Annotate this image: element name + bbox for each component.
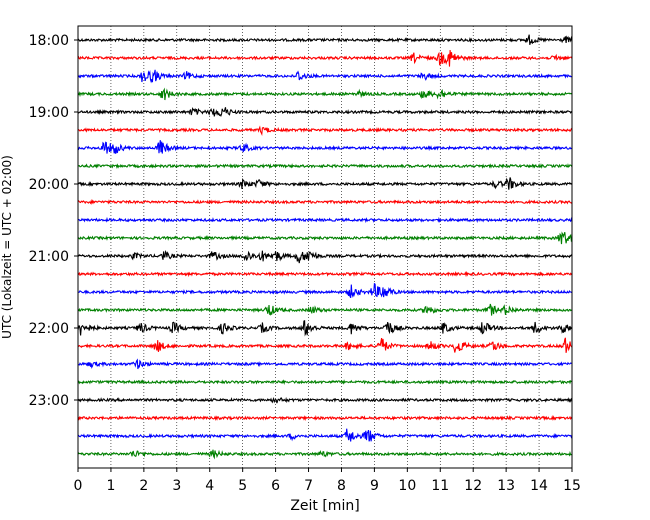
trace-1815 [77, 49, 573, 67]
trace-1830 [77, 69, 573, 84]
y-axis-ticks: 18:00 19:00 20:00 21:00 22:00 23:00 [29, 33, 78, 409]
trace-2015 [77, 198, 573, 205]
y-tick-label-2000: 20:00 [29, 177, 69, 193]
trace-1800 [77, 34, 573, 46]
trace-2030 [77, 216, 573, 224]
trace-2345 [77, 449, 573, 460]
trace-2115 [77, 270, 573, 278]
trace-2130 [77, 282, 573, 299]
y-axis-title: UTC (Lokalzeit = UTC + 02:00) [0, 155, 14, 339]
trace-2215 [77, 337, 573, 353]
x-axis-ticks: 0 1 2 3 4 5 6 7 8 9 10 11 12 13 14 15 [74, 468, 581, 494]
x-tick-label-5: 5 [238, 478, 247, 494]
trace-2045 [77, 231, 573, 245]
trace-2300 [77, 396, 573, 404]
trace-2230 [77, 358, 573, 370]
trace-1945 [77, 163, 573, 170]
traces [77, 34, 573, 460]
x-tick-label-14: 14 [530, 478, 548, 494]
y-tick-label-2200: 22:00 [29, 321, 69, 337]
x-tick-label-3: 3 [172, 478, 181, 494]
x-tick-label-8: 8 [337, 478, 346, 494]
trace-2330 [77, 428, 573, 442]
x-tick-label-12: 12 [464, 478, 482, 494]
x-tick-label-11: 11 [431, 478, 449, 494]
x-tick-label-1: 1 [106, 478, 115, 494]
trace-2200 [77, 319, 573, 337]
y-tick-label-1900: 19:00 [29, 105, 69, 121]
trace-1930 [77, 140, 573, 154]
y-tick-label-1800: 18:00 [29, 33, 69, 49]
x-tick-label-7: 7 [304, 478, 313, 494]
plot-frame [77, 25, 573, 469]
trace-2315 [77, 414, 573, 422]
x-tick-label-13: 13 [497, 478, 515, 494]
x-tick-label-15: 15 [563, 478, 581, 494]
x-tick-label-4: 4 [205, 478, 214, 494]
trace-1915 [77, 125, 573, 137]
x-tick-label-10: 10 [398, 478, 416, 494]
x-tick-label-9: 9 [370, 478, 379, 494]
x-axis-title: Zeit [min] [290, 498, 359, 514]
trace-2145 [77, 303, 573, 316]
x-tick-label-0: 0 [74, 478, 83, 494]
trace-2000 [77, 177, 573, 190]
y-tick-label-2300: 23:00 [29, 393, 69, 409]
x-tick-label-2: 2 [139, 478, 148, 494]
trace-1845 [77, 87, 573, 101]
trace-2100 [77, 250, 572, 264]
x-tick-label-6: 6 [271, 478, 280, 494]
y-tick-label-2100: 21:00 [29, 249, 69, 265]
trace-1900 [78, 106, 573, 118]
trace-2245 [77, 379, 573, 385]
